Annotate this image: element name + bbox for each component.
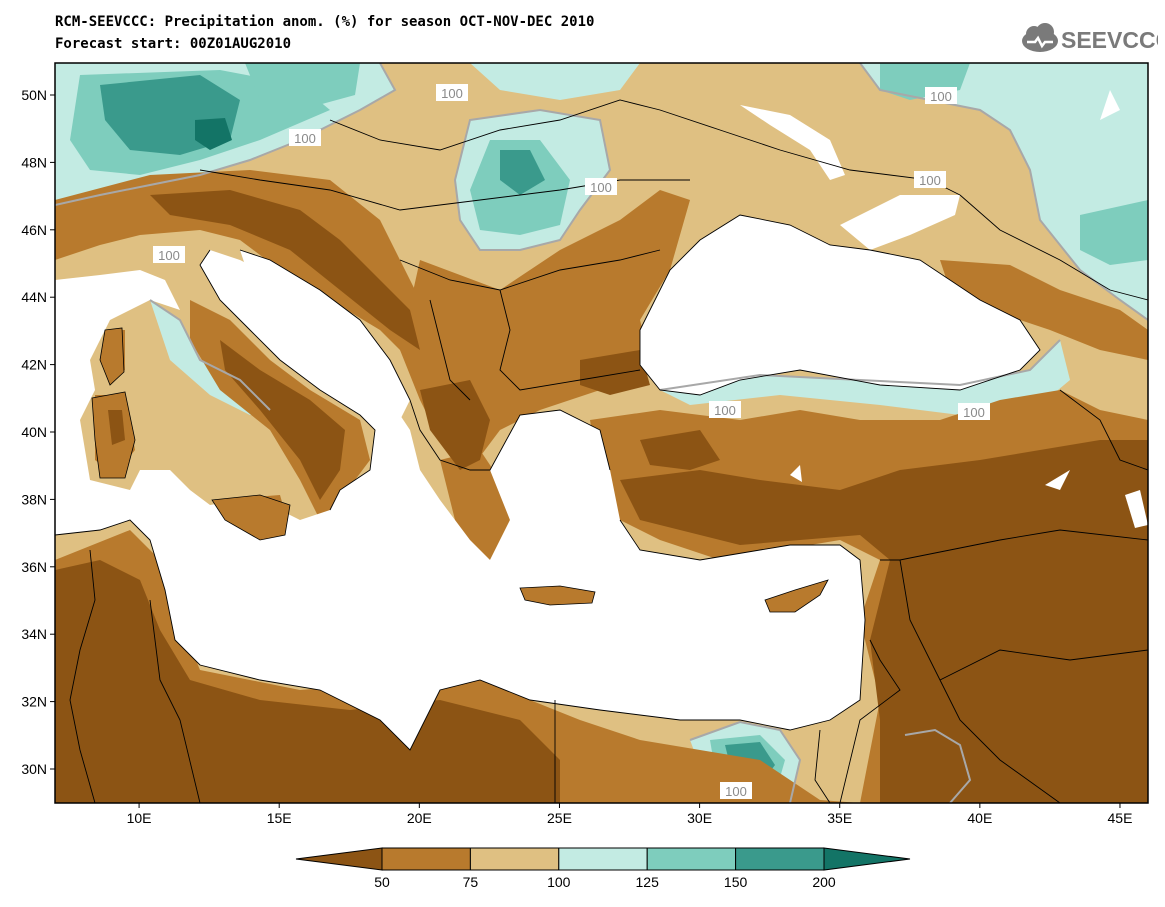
dark-brown-region-anatolia [640,430,720,470]
corsica-island [99,327,125,386]
contour-label-text: 100 [294,131,316,146]
colorbar-legend: 50 75 100 125 150 200 [295,847,911,890]
colorbar-segment [735,847,825,871]
map-field [55,63,1148,803]
lon-tick-label: 40E [967,810,992,826]
cyan-region-poland [470,63,640,100]
colorbar-label: 200 [812,874,836,890]
contour-label-text: 100 [714,403,736,418]
missing-data-ukraine-2 [1100,90,1120,120]
logo-text: SEEVCCC [1061,27,1158,53]
political-boundaries [55,99,1148,803]
map-title: RCM-SEEVCCC: Precipitation anom. (%) for… [55,14,595,30]
longitude-axis: 10E 15E 20E 25E 30E 35E 40E 45E [127,803,1133,826]
contour-label-7: 100 [709,401,741,418]
lat-tick-label: 50N [21,87,47,103]
colorbar-segment [469,847,560,871]
contour-label-9: 100 [720,782,752,799]
colorbar-label: 50 [374,874,390,890]
lat-tick-label: 30N [21,761,47,777]
colorbar-min-arrow [295,847,383,871]
colorbar-max-arrow [823,847,911,871]
brown-region-caucasus [940,260,1148,360]
contour-label-2: 100 [289,129,321,146]
lon-tick-label: 15E [267,810,292,826]
contour-100-lines [55,63,1148,803]
contour-label-text: 100 [590,180,612,195]
contour-label-8: 100 [958,403,990,420]
teal-region-poland [245,63,360,110]
dark-brown-region-turkey-south [620,440,1148,803]
contour-label-4: 100 [585,178,617,195]
seevccc-logo: SEEVCCC [1018,22,1165,56]
mediterranean-sea [55,250,865,750]
dark-brown-region-balkans [420,380,490,470]
colorbar-label: 75 [463,874,479,890]
colorbar-segment [381,847,471,871]
missing-data-anatolia [790,465,802,482]
colorbar-segment [646,847,737,871]
lat-tick-label: 38N [21,491,47,507]
missing-data-iraq [1125,490,1148,528]
lat-tick-label: 36N [21,559,47,575]
brown-region-greece [440,450,510,560]
lat-tick-label: 32N [21,694,47,710]
cyan-region-blacksea-south [660,340,1070,415]
colorbar-label: 150 [724,874,748,890]
crete-island [519,585,596,606]
contour-label-text: 100 [963,405,985,420]
sicily-island [211,494,291,541]
contour-label-text: 100 [158,248,180,263]
brown-region-alps [55,170,430,370]
missing-data-turkey [1045,470,1070,490]
darkest-teal-region-germany [195,118,232,150]
sea-of-azov [840,195,960,250]
lat-tick-label: 42N [21,357,47,373]
dark-teal-region-carpathian [500,150,545,195]
lon-tick-label: 45E [1108,810,1133,826]
contour-label-text: 100 [919,173,941,188]
lat-tick-label: 34N [21,626,47,642]
lon-tick-label: 35E [827,810,852,826]
adriatic-sea [240,250,410,420]
lat-tick-label: 46N [21,222,47,238]
lon-tick-label: 10E [127,810,152,826]
contour-label-text: 100 [725,784,747,799]
black-sea [640,215,1040,395]
lon-tick-label: 25E [547,810,572,826]
dark-brown-region-bulgaria [580,350,650,395]
cloud-logo-icon: SEEVCCC [1022,23,1165,53]
lat-tick-label: 40N [21,424,47,440]
colorbar-segment [558,847,648,871]
contour-labels: 100 100 100 100 100 100 100 100 100 [153,84,990,799]
dark-brown-region-alps [150,190,420,350]
cyan-region-northeast [860,63,1148,320]
lon-tick-label: 30E [687,810,712,826]
cyprus-island [764,579,829,613]
contour-label-3: 100 [925,87,957,104]
sardinia-core [108,410,125,445]
contour-label-5: 100 [914,171,946,188]
dark-brown-region-italy [220,340,345,500]
latitude-axis: 50N 48N 46N 44N 42N 40N 38N 36N 34N 32N 30N [21,87,55,777]
teal-region-caucasus [1080,200,1148,265]
colorbar-label: 125 [636,874,660,890]
lat-tick-label: 44N [21,289,47,305]
lon-tick-label: 20E [407,810,432,826]
contour-label-6: 100 [153,246,185,263]
forecast-start-subtitle: Forecast start: 00Z01AUG2010 [55,36,292,52]
contour-label-text: 100 [930,89,952,104]
contour-label-text: 100 [441,86,463,101]
contour-label-1: 100 [436,84,468,101]
colorbar-label: 100 [547,874,571,890]
map-frame [54,62,1149,804]
dark-brown-region-libya [55,560,560,803]
lat-tick-label: 48N [21,154,47,170]
